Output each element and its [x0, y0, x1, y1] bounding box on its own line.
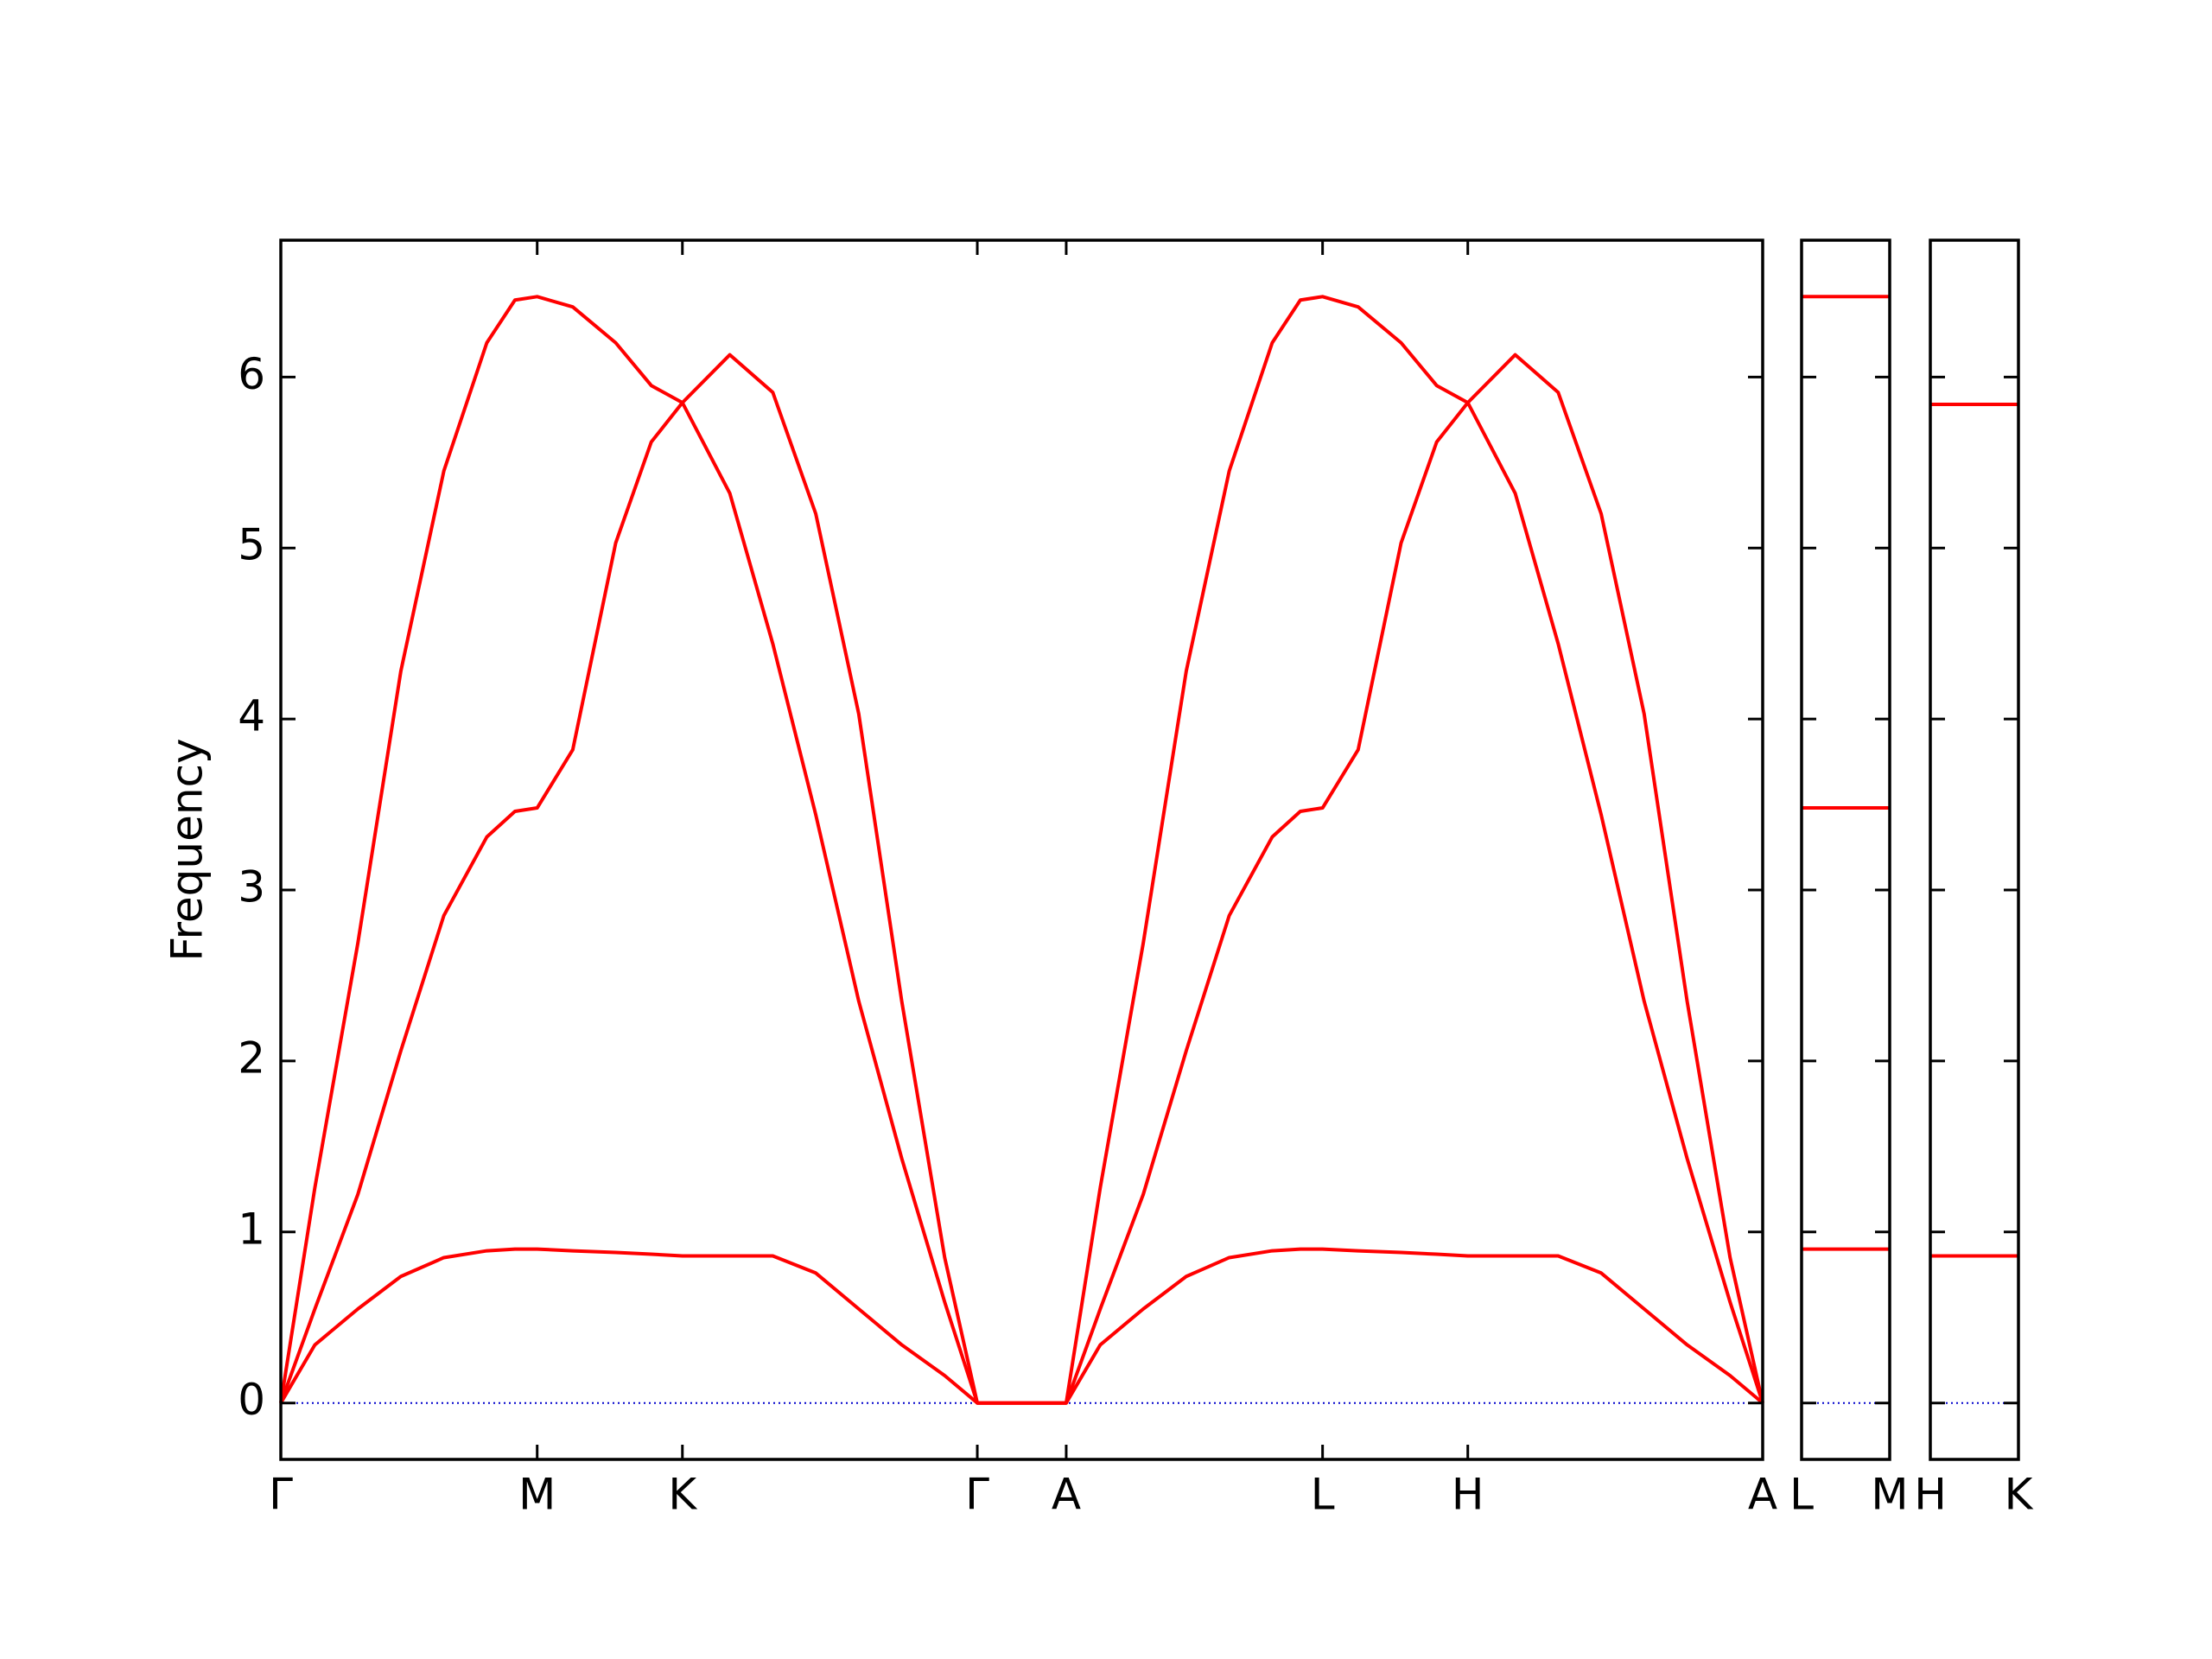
- y-tick-label: 4: [238, 691, 265, 741]
- band-line: [279, 1247, 1764, 1405]
- plot-frame: [279, 238, 1764, 1461]
- x-tick-label: A: [1748, 1470, 1777, 1520]
- x-tick-label: Γ: [965, 1470, 989, 1520]
- y-tick-label: 5: [238, 520, 265, 570]
- y-tick-label: 6: [238, 349, 265, 399]
- y-tick-label: 1: [238, 1204, 265, 1254]
- x-tick-label: K: [668, 1470, 697, 1520]
- x-tick-label: Γ: [269, 1470, 293, 1520]
- x-tick-label: K: [2005, 1470, 2034, 1520]
- y-tick-label: 2: [238, 1033, 265, 1083]
- y-axis-label: Frequency: [162, 738, 213, 961]
- plot-frame: [1800, 238, 1891, 1461]
- x-tick-label: L: [1789, 1470, 1814, 1520]
- x-tick-label: H: [1914, 1470, 1947, 1520]
- x-tick-label: M: [1871, 1470, 1908, 1520]
- x-tick-label: A: [1052, 1470, 1081, 1520]
- y-tick-label: 0: [238, 1375, 265, 1425]
- y-tick-label: 3: [238, 862, 265, 912]
- x-tick-label: H: [1452, 1470, 1484, 1520]
- x-tick-label: M: [518, 1470, 556, 1520]
- x-tick-label: L: [1311, 1470, 1335, 1520]
- plot-frame: [1929, 238, 2020, 1461]
